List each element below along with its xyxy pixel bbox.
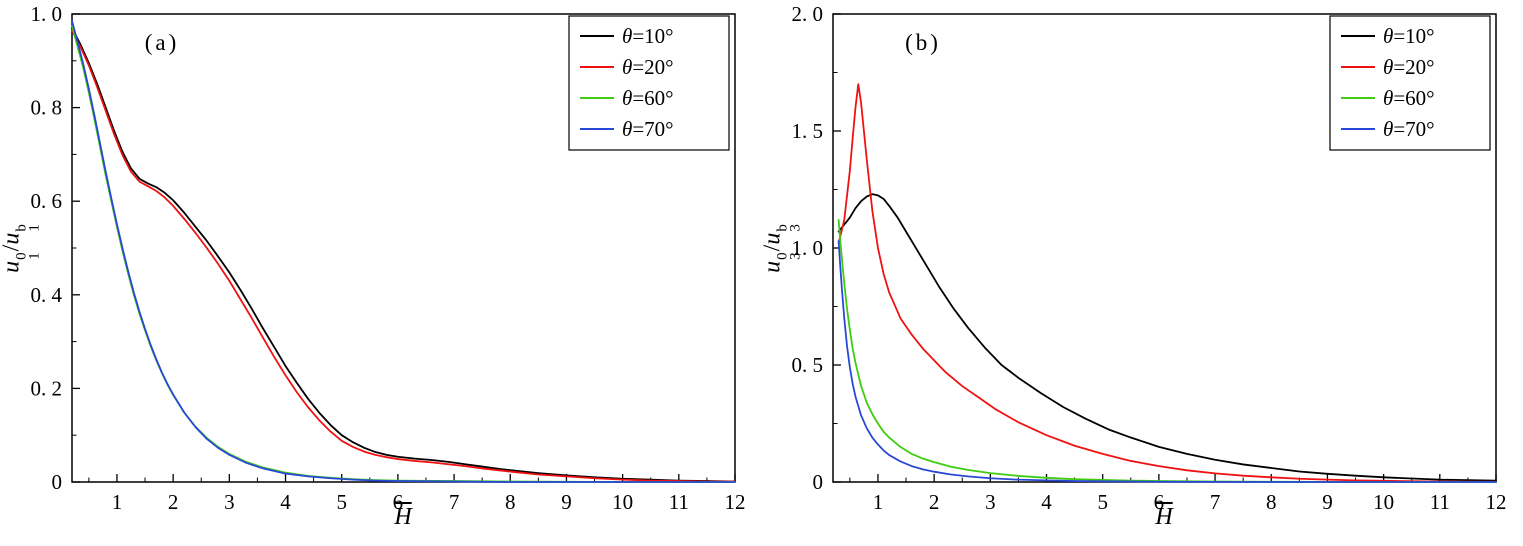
y-tick-label: 0. 2 <box>31 376 63 400</box>
x-axis-ticks: 1 2 3 4 5 6 7 8 9 10 11 12 <box>849 474 1507 514</box>
x-tick-label: 9 <box>1322 490 1333 514</box>
legend-label-3: θ=70° <box>1383 117 1435 141</box>
legend-box <box>1329 15 1491 151</box>
x-tick-label: 7 <box>1210 490 1221 514</box>
legend-label-2: θ=60° <box>622 86 674 110</box>
x-tick-label: 1 <box>112 490 123 514</box>
y-tick-label: 0 <box>52 470 63 494</box>
legend-label-3: θ=70° <box>622 117 674 141</box>
panel-label: (a) <box>145 30 180 55</box>
series-line-0 <box>71 27 736 483</box>
legend-label-1: θ=20° <box>622 55 674 79</box>
y-tick-label: 0. 4 <box>31 283 63 307</box>
series-line-3 <box>837 240 1497 483</box>
panel-a: 1 2 3 4 5 6 7 8 9 10 11 12 0 0. 2 0. 4 0. 6 0. 8 1. 0 (a) θ… <box>0 0 761 546</box>
panel-b: 1 2 3 4 5 6 7 8 9 10 11 12 0 0. 5 1. 0 1. 5 2. 0 (b) θ=10°… <box>759 0 1522 546</box>
y-tick-label: 1. 5 <box>792 119 824 143</box>
x-tick-label: 10 <box>1373 490 1394 514</box>
x-tick-label: 7 <box>449 490 460 514</box>
panel-a-y-axis-label: u 0 1/u b 1 <box>0 224 43 273</box>
x-tick-label: 5 <box>1097 490 1108 514</box>
legend-box <box>568 15 730 151</box>
legend-label-1: θ=20° <box>1383 55 1435 79</box>
y-tick-label: 0. 8 <box>31 96 63 120</box>
x-tick-label: 2 <box>929 490 940 514</box>
y-tick-label: 0. 6 <box>31 189 63 213</box>
x-tick-label: 2 <box>168 490 179 514</box>
legend-label-0: θ=10° <box>622 24 674 48</box>
x-tick-label: 6 <box>393 490 404 514</box>
panel-b-y-axis-label: u 0 3/u b 3 <box>759 224 804 273</box>
x-tick-label: 10 <box>612 490 633 514</box>
x-tick-label: 8 <box>1266 490 1277 514</box>
x-tick-label: 1 <box>873 490 884 514</box>
x-tick-label: 12 <box>725 490 746 514</box>
y-axis-ticks: 0 0. 2 0. 4 0. 6 0. 8 1. 0 <box>31 2 80 494</box>
x-tick-label: 3 <box>224 490 235 514</box>
legend-label-0: θ=10° <box>1383 24 1435 48</box>
legend: θ=10° θ=20° θ=60° θ=70° <box>568 15 730 151</box>
x-tick-label: 9 <box>561 490 572 514</box>
series-line-2 <box>837 219 1497 483</box>
x-tick-label: 11 <box>669 490 689 514</box>
x-tick-label: 4 <box>1041 490 1052 514</box>
y-tick-label: 0. 5 <box>792 353 824 377</box>
x-tick-label: 5 <box>336 490 347 514</box>
y-tick-label: 1. 0 <box>31 2 63 26</box>
x-tick-label: 4 <box>280 490 291 514</box>
x-tick-label: 8 <box>505 490 516 514</box>
x-axis-ticks: 1 2 3 4 5 6 7 8 9 10 11 12 <box>88 474 746 514</box>
series-line-3 <box>71 20 736 483</box>
series-line-1 <box>837 83 1497 483</box>
panel-a-x-axis-label: H <box>394 504 412 530</box>
legend-label-2: θ=60° <box>1383 86 1435 110</box>
series-line-1 <box>71 29 736 483</box>
x-tick-label: 11 <box>1430 490 1450 514</box>
y-tick-label: 1. 0 <box>792 236 824 260</box>
series-line-0 <box>837 193 1497 482</box>
y-axis-ticks: 0 0. 5 1. 0 1. 5 2. 0 <box>792 2 841 494</box>
x-tick-label: 3 <box>985 490 996 514</box>
panel-b-x-axis-label: H <box>1155 504 1173 530</box>
x-tick-label: 12 <box>1486 490 1507 514</box>
panel-label: (b) <box>905 30 941 55</box>
x-tick-label: 6 <box>1154 490 1165 514</box>
y-tick-label: 2. 0 <box>792 2 824 26</box>
legend: θ=10° θ=20° θ=60° θ=70° <box>1329 15 1491 151</box>
y-tick-label: 0 <box>813 470 824 494</box>
